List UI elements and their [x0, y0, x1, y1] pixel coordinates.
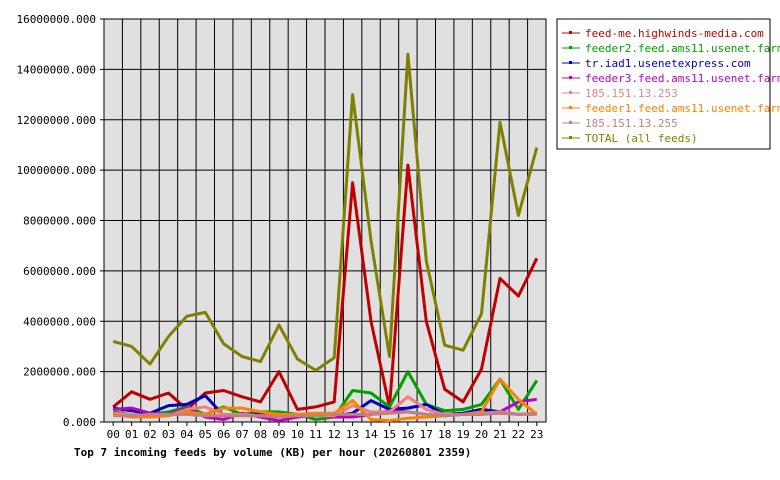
x-tick-label: 11 — [309, 428, 322, 441]
x-tick-label: 14 — [364, 428, 378, 441]
y-tick-label: 0.000 — [63, 416, 96, 429]
y-tick-label: 10000000.000 — [17, 164, 96, 177]
series-lines — [112, 52, 539, 423]
legend-marker — [569, 61, 572, 64]
legend-item: feed-me.highwinds-media.com — [562, 27, 764, 40]
legend-box — [556, 18, 771, 150]
x-tick-label: 04 — [180, 428, 194, 441]
y-tick-label: 16000000.000 — [17, 13, 96, 26]
legend-marker — [569, 121, 572, 124]
grid-lines — [104, 19, 546, 422]
legend-marker — [569, 76, 572, 79]
legend-label: tr.iad1.usenetexpress.com — [585, 57, 751, 70]
x-tick-label: 09 — [272, 428, 285, 441]
legend-marker — [569, 106, 572, 109]
legend-item: 185.151.13.253 — [562, 87, 678, 100]
chart-title: Top 7 incoming feeds by volume (KB) per … — [74, 446, 471, 459]
x-tick-label: 12 — [328, 428, 341, 441]
x-tick-label: 06 — [217, 428, 230, 441]
legend-item: tr.iad1.usenetexpress.com — [562, 57, 751, 70]
legend-item: feeder2.feed.ams11.usenet.farm — [562, 42, 780, 55]
legend-marker — [569, 46, 572, 49]
x-tick-label: 10 — [291, 428, 304, 441]
legend-label: feeder1.feed.ams11.usenet.farm — [585, 102, 780, 115]
x-tick-label: 21 — [493, 428, 506, 441]
legend-marker — [569, 136, 572, 139]
series-line — [113, 410, 537, 419]
axis-ticks: 0.000 2000000.000 4000000.000 6000000.000 80… — [17, 13, 544, 441]
y-tick-label: 6000000.000 — [23, 265, 96, 278]
x-tick-label: 18 — [438, 428, 451, 441]
x-tick-label: 16 — [401, 428, 414, 441]
x-tick-label: 20 — [475, 428, 488, 441]
x-tick-label: 13 — [346, 428, 359, 441]
y-tick-label: 8000000.000 — [23, 215, 96, 228]
legend-label: feeder2.feed.ams11.usenet.farm — [585, 42, 780, 55]
legend-label: 185.151.13.253 — [585, 87, 678, 100]
legend-item: feeder3.feed.ams11.usenet.farm — [562, 72, 780, 85]
x-tick-label: 08 — [254, 428, 267, 441]
x-tick-label: 15 — [383, 428, 396, 441]
y-tick-label: 2000000.000 — [23, 366, 96, 379]
x-tick-label: 02 — [143, 428, 156, 441]
legend-item: feeder1.feed.ams11.usenet.farm — [562, 102, 780, 115]
legend-label: feed-me.highwinds-media.com — [585, 27, 764, 40]
y-tick-label: 12000000.000 — [17, 114, 96, 127]
y-tick-label: 14000000.000 — [17, 63, 96, 76]
legend-item: 185.151.13.255 — [562, 117, 678, 130]
x-tick-label: 03 — [162, 428, 175, 441]
x-tick-label: 17 — [420, 428, 433, 441]
legend-marker — [569, 91, 572, 94]
x-tick-label: 05 — [199, 428, 212, 441]
legend-label: 185.151.13.255 — [585, 117, 678, 130]
legend: feed-me.highwinds-media.com feeder2.feed.… — [562, 27, 780, 145]
legend-marker — [569, 31, 572, 34]
x-tick-label: 19 — [457, 428, 470, 441]
legend-label: TOTAL (all feeds) — [585, 132, 698, 145]
legend-label: feeder3.feed.ams11.usenet.farm — [585, 72, 780, 85]
series-line — [112, 52, 539, 372]
x-tick-label: 01 — [125, 428, 138, 441]
y-tick-label: 4000000.000 — [23, 315, 96, 328]
legend-item: TOTAL (all feeds) — [562, 132, 698, 145]
x-tick-label: 22 — [512, 428, 525, 441]
x-tick-label: 07 — [236, 428, 249, 441]
x-tick-label: 23 — [530, 428, 543, 441]
x-tick-label: 00 — [107, 428, 120, 441]
